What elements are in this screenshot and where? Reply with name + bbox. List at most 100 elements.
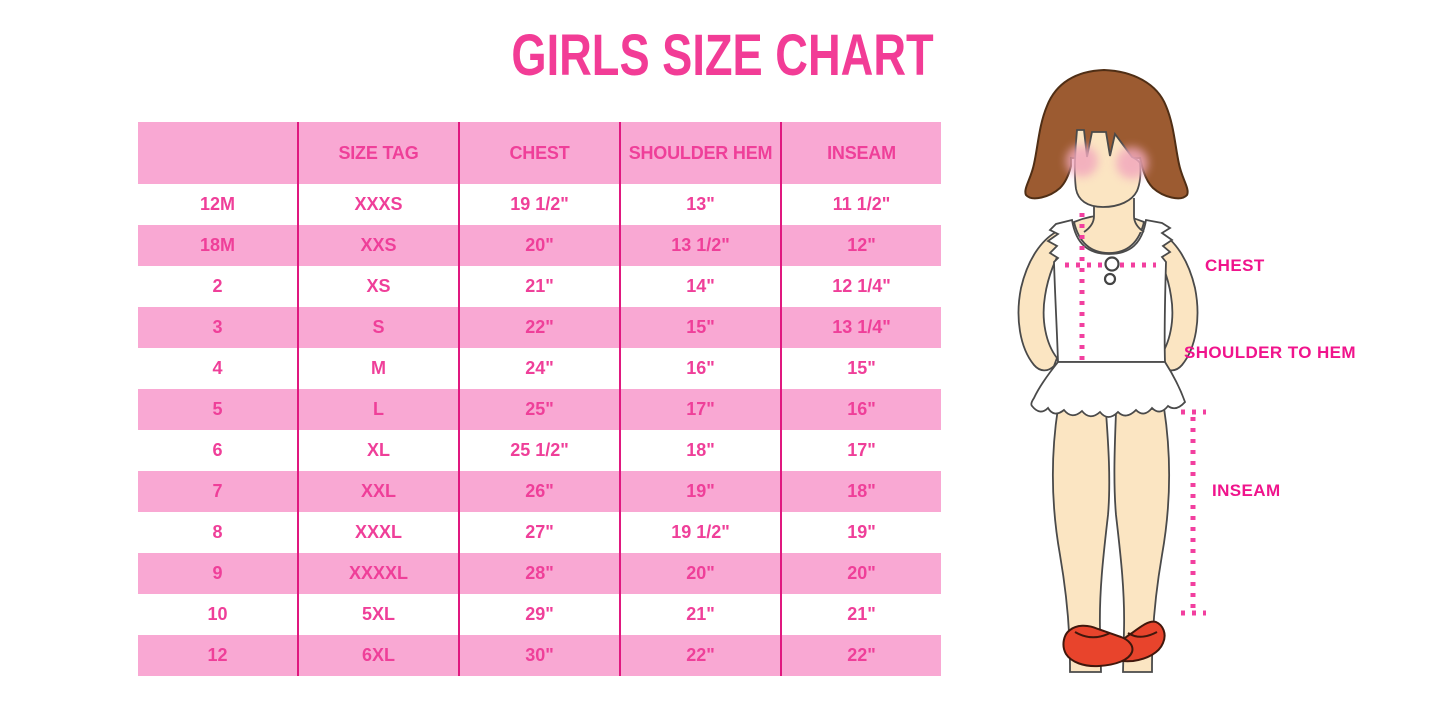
right-cheek xyxy=(1116,147,1148,179)
chest-label: CHEST xyxy=(1205,256,1265,275)
cheeks xyxy=(1066,145,1148,179)
table-cell: 20" xyxy=(458,225,620,266)
right-arm xyxy=(1148,230,1199,372)
column-header xyxy=(138,122,298,184)
measurement-figure: CHEST SHOULDER TO HEM INSEAM xyxy=(980,60,1445,723)
table-cell: 15" xyxy=(619,307,781,348)
table-cell: 19 1/2" xyxy=(619,512,781,553)
table-cell: 7 xyxy=(138,471,298,512)
table-cell: 30" xyxy=(458,635,620,676)
left-shoe-strap xyxy=(1074,631,1111,639)
table-cell: 4 xyxy=(212,358,223,378)
left-arm xyxy=(1017,230,1068,372)
inseam-label: INSEAM xyxy=(1212,481,1281,500)
table-cell: 5XL xyxy=(297,594,459,635)
table-cell: 16" xyxy=(619,348,781,389)
table-cell: 22" xyxy=(458,307,620,348)
table-cell: 12 1/4" xyxy=(780,266,941,307)
table-cell: 13 1/4" xyxy=(780,307,941,348)
table-cell: XXXS xyxy=(297,184,459,225)
table-cell: 19 1/2" xyxy=(458,184,620,225)
table-cell: M xyxy=(297,348,459,389)
table-cell: 18" xyxy=(780,471,941,512)
table-cell: XXXXL xyxy=(297,553,459,594)
right-leg xyxy=(1113,407,1170,673)
shoulder-to-hem-label: SHOULDER TO HEM xyxy=(1184,343,1356,362)
button-bottom xyxy=(1103,272,1117,286)
table-cell: 20" xyxy=(619,553,781,594)
table-cell: XS xyxy=(297,266,459,307)
table-cell: XL xyxy=(297,430,459,471)
table-row: 12M XXXS 19 1/2" 13" 11 1/2" xyxy=(138,184,941,225)
table-row: 6 XL 25 1/2" 18" 17" xyxy=(138,430,941,471)
table-cell: 18" xyxy=(619,430,781,471)
neck-outline-right xyxy=(1133,198,1145,233)
table-cell: 27" xyxy=(458,512,620,553)
table-body: 12M XXXS 19 1/2" 13" 11 1/2" 18M XXS 20" 13 1/2"… xyxy=(138,184,941,676)
table-cell: XXXL xyxy=(297,512,459,553)
table-cell: 13" xyxy=(619,184,781,225)
table-cell: 3 xyxy=(138,307,298,348)
table-cell: 16" xyxy=(780,389,941,430)
table-cell: 25" xyxy=(458,389,620,430)
table-cell: 22" xyxy=(780,635,941,676)
page-title: GIRLS SIZE CHART xyxy=(511,23,934,88)
table-cell: 22" xyxy=(619,635,781,676)
table-row: 8 XXXL 27" 19 1/2" 19" xyxy=(138,512,941,553)
column-header: SIZE TAG xyxy=(297,122,459,184)
table-cell: 21" xyxy=(780,594,941,635)
table-row: 9 XXXXL 28" 20" 20" xyxy=(138,553,941,594)
shoes xyxy=(1062,620,1166,668)
table-cell: 19" xyxy=(780,512,941,553)
table-cell: 24" xyxy=(458,348,620,389)
table-cell: 12 xyxy=(138,635,298,676)
table-cell: XXL xyxy=(297,471,459,512)
skirt xyxy=(1030,361,1187,418)
column-header: SHOULDER HEM xyxy=(619,122,781,184)
legs xyxy=(1052,407,1170,673)
table-row: 4 M 24" 16" 15" xyxy=(138,348,941,389)
table-cell: 11 1/2" xyxy=(780,184,941,225)
table-row: 12 6XL 30" 22" 22" xyxy=(138,635,941,676)
blouse-buttons xyxy=(1103,256,1120,286)
column-header: INSEAM xyxy=(780,122,941,184)
table-row: 10 5XL 29" 21" 21" xyxy=(138,594,941,635)
blouse xyxy=(1046,218,1174,363)
table-cell: 21" xyxy=(619,594,781,635)
left-shoe xyxy=(1062,624,1134,668)
table-cell: 29" xyxy=(458,594,620,635)
left-leg xyxy=(1052,407,1111,673)
size-chart-table: SIZE TAG CHEST SHOULDER HEM INSEAM 12M XXXS 1… xyxy=(138,122,941,676)
table-cell: 10 xyxy=(207,604,228,624)
table-row: 5 L 25" 17" 16" xyxy=(138,389,941,430)
table-cell: 6XL xyxy=(297,635,459,676)
column-header: CHEST xyxy=(458,122,620,184)
table-cell: 15" xyxy=(780,348,941,389)
table-cell: XXS xyxy=(297,225,459,266)
table-cell: 2 xyxy=(212,276,223,296)
table-cell: 26" xyxy=(458,471,620,512)
neck-outline-left xyxy=(1083,198,1095,233)
table-cell: 13 1/2" xyxy=(619,225,781,266)
table-cell: S xyxy=(297,307,459,348)
table-cell: 19" xyxy=(619,471,781,512)
table-cell: 20" xyxy=(780,553,941,594)
table-row: 7 XXL 26" 19" 18" xyxy=(138,471,941,512)
table-cell: 28" xyxy=(458,553,620,594)
table-cell: 9 xyxy=(138,553,298,594)
table-cell: 25 1/2" xyxy=(458,430,620,471)
arms xyxy=(1017,230,1199,372)
right-shoe-strap xyxy=(1127,631,1158,638)
table-cell: L xyxy=(297,389,459,430)
table-cell: 18M xyxy=(138,225,298,266)
table-row: 3 S 22" 15" 13 1/4" xyxy=(138,307,941,348)
table-cell: 14" xyxy=(619,266,781,307)
table-cell: 8 xyxy=(212,522,223,542)
button-top xyxy=(1104,256,1120,272)
table-cell: 12" xyxy=(780,225,941,266)
table-cell: 21" xyxy=(458,266,620,307)
table-cell: 17" xyxy=(780,430,941,471)
table-cell: 12M xyxy=(199,194,235,214)
table-row: 18M XXS 20" 13 1/2" 12" xyxy=(138,225,941,266)
